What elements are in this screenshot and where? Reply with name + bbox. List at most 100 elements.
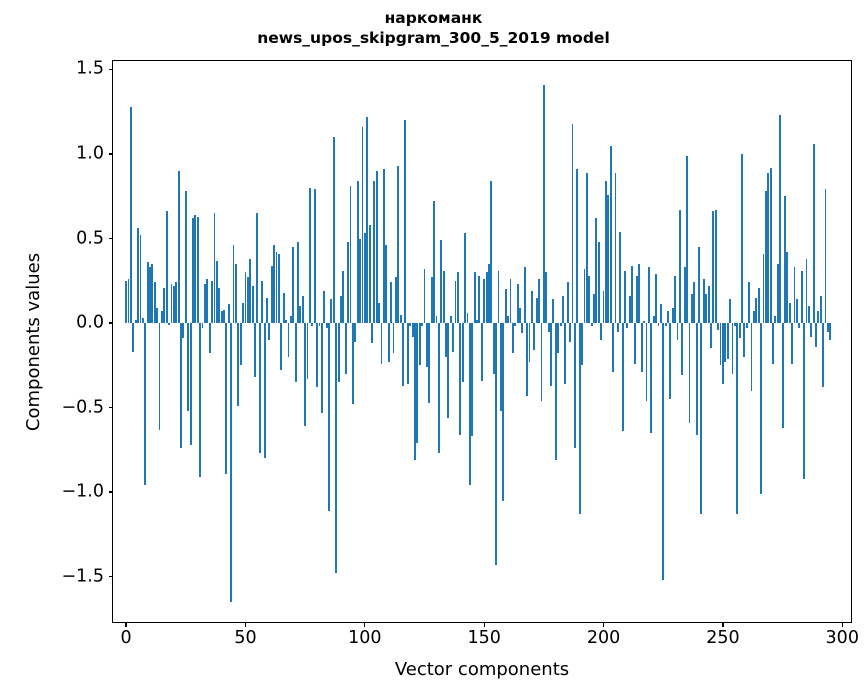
bar bbox=[807, 306, 810, 324]
bar bbox=[702, 279, 705, 324]
bar bbox=[698, 246, 700, 324]
bar bbox=[285, 319, 287, 324]
y-tick-mark bbox=[108, 153, 113, 155]
bar bbox=[530, 290, 533, 324]
bar bbox=[468, 323, 471, 486]
bar bbox=[356, 181, 359, 324]
bar bbox=[719, 323, 722, 366]
bar bbox=[223, 309, 225, 324]
bar bbox=[826, 323, 829, 332]
bar bbox=[748, 282, 751, 324]
bar bbox=[294, 323, 297, 383]
bar bbox=[160, 311, 163, 324]
bar bbox=[368, 224, 371, 324]
bar bbox=[402, 323, 404, 386]
bar bbox=[700, 323, 703, 515]
bar bbox=[519, 307, 521, 324]
bar bbox=[308, 187, 311, 324]
bar bbox=[242, 302, 245, 324]
bar bbox=[323, 290, 326, 324]
bar bbox=[192, 218, 194, 324]
bar bbox=[621, 323, 624, 432]
bar bbox=[156, 307, 159, 324]
bar bbox=[282, 292, 285, 324]
bar bbox=[476, 319, 478, 324]
bar bbox=[404, 120, 407, 324]
bar bbox=[227, 304, 230, 324]
bar bbox=[509, 279, 512, 324]
bar bbox=[819, 296, 822, 324]
chart-title-line-2: news_upos_skipgram_300_5_2019 model bbox=[257, 29, 610, 47]
bar bbox=[810, 323, 813, 337]
bar bbox=[165, 211, 168, 324]
bar bbox=[686, 155, 689, 324]
bar bbox=[576, 169, 579, 324]
bar bbox=[354, 323, 357, 342]
bar bbox=[516, 284, 519, 324]
y-tick-mark bbox=[108, 68, 113, 71]
bar bbox=[569, 323, 572, 342]
bar bbox=[175, 282, 178, 324]
bar bbox=[471, 323, 474, 437]
bar bbox=[225, 323, 228, 474]
bar bbox=[421, 323, 424, 327]
bar bbox=[456, 272, 459, 324]
bar bbox=[593, 294, 595, 324]
bar bbox=[776, 263, 779, 324]
bar bbox=[194, 214, 197, 324]
bar bbox=[764, 191, 767, 324]
bar bbox=[201, 323, 204, 329]
bar bbox=[168, 323, 171, 325]
bar bbox=[729, 299, 731, 324]
bar bbox=[268, 323, 271, 340]
bar bbox=[277, 253, 280, 324]
bar bbox=[521, 323, 524, 334]
bar bbox=[581, 323, 583, 366]
bar bbox=[151, 263, 154, 324]
bar bbox=[492, 323, 495, 374]
bar bbox=[203, 284, 206, 324]
bar bbox=[206, 279, 209, 324]
y-axis-label-wrap: Components values bbox=[23, 60, 49, 623]
bar bbox=[316, 323, 319, 388]
bar bbox=[676, 323, 679, 340]
bar bbox=[784, 196, 786, 324]
bar bbox=[562, 296, 564, 324]
bar bbox=[655, 274, 657, 324]
bar bbox=[554, 323, 557, 460]
bar bbox=[153, 282, 156, 324]
bar bbox=[220, 311, 223, 324]
bar bbox=[690, 294, 693, 324]
bar bbox=[263, 323, 266, 459]
bar bbox=[511, 323, 514, 354]
bar bbox=[695, 323, 698, 435]
bar bbox=[712, 211, 715, 324]
bar bbox=[435, 316, 438, 324]
bar bbox=[674, 275, 677, 324]
bar bbox=[795, 299, 798, 324]
bar bbox=[640, 323, 643, 373]
bar bbox=[578, 323, 581, 515]
bar bbox=[707, 285, 710, 324]
bar bbox=[318, 323, 321, 327]
bar bbox=[671, 307, 674, 324]
bar bbox=[237, 323, 240, 406]
bar bbox=[664, 323, 667, 327]
bar bbox=[683, 267, 686, 324]
bar bbox=[196, 216, 199, 324]
bar bbox=[409, 323, 412, 327]
bar bbox=[280, 323, 283, 371]
bar bbox=[328, 323, 330, 511]
bar bbox=[490, 181, 493, 324]
bar bbox=[239, 323, 242, 366]
bar bbox=[721, 323, 724, 384]
bar bbox=[418, 323, 421, 366]
bar bbox=[180, 323, 182, 449]
bar bbox=[351, 323, 354, 405]
bar bbox=[604, 181, 607, 324]
y-tick-label: −1.0 bbox=[61, 481, 105, 502]
bar bbox=[452, 323, 455, 352]
bar bbox=[595, 218, 598, 324]
bar bbox=[609, 145, 612, 324]
y-tick-mark bbox=[108, 491, 113, 493]
